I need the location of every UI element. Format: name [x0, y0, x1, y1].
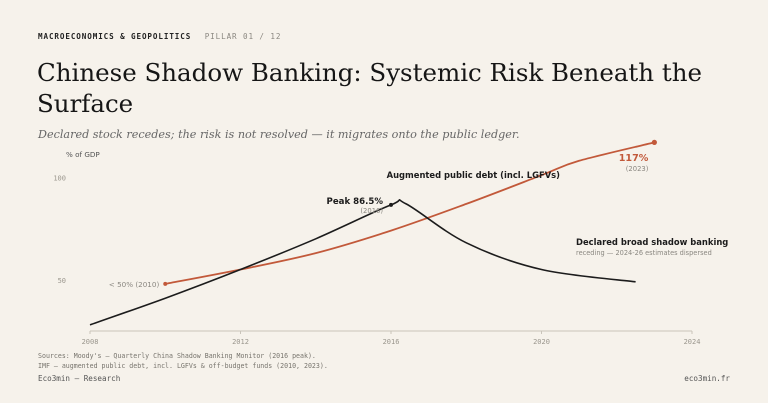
series-line-public-debt — [165, 141, 655, 285]
x-tick-label: 2016 — [383, 338, 400, 346]
y-axis-label: % of GDP — [66, 150, 100, 159]
chart-labels: Augmented public debt (incl. LGFVs)117%(… — [109, 153, 729, 289]
chart-series — [89, 139, 657, 326]
y-tick-label: 50 — [58, 277, 66, 285]
shadow-banking-series-note: receding — 2024-26 estimates dispersed — [576, 249, 712, 257]
x-tick-label: 2008 — [82, 338, 99, 346]
chart-axes: 2008 2012 2016 2020 2024 50 100 % of GDP — [53, 150, 700, 346]
public-debt-series-label: Augmented public debt (incl. LGFVs) — [387, 170, 561, 180]
section-label: MACROECONOMICS & GEOPOLITICS — [38, 32, 192, 41]
source-line-1: Sources: Moody's — Quarterly China Shado… — [38, 352, 316, 360]
x-tick-label: 2024 — [684, 338, 701, 346]
series-line-shadow-banking — [89, 199, 636, 326]
source-line-2: IMF — augmented public debt, incl. LGFVs… — [38, 362, 328, 370]
shadow-peak-year-label: (2016) — [360, 207, 383, 215]
public-debt-start-point — [163, 281, 168, 286]
public-debt-end-value-label: 117% — [619, 153, 649, 164]
page-subtitle: Declared stock recedes; the risk is not … — [38, 128, 520, 141]
page-title: Chinese Shadow Banking: Systemic Risk Be… — [37, 58, 702, 118]
y-tick-label: 100 — [53, 174, 66, 182]
x-tick-label: 2020 — [533, 338, 550, 346]
public-debt-start-label: < 50% (2010) — [109, 280, 160, 289]
shadow-banking-series-label: Declared broad shadow banking — [576, 237, 728, 247]
shadow-banking-peak-point — [389, 202, 393, 207]
public-debt-end-point — [651, 139, 657, 145]
x-tick-label: 2012 — [232, 338, 249, 346]
brand-right: eco3min.fr — [684, 374, 730, 383]
shadow-peak-value-label: Peak 86.5% — [327, 197, 384, 207]
brand-left: Eco3min — Research — [38, 374, 121, 383]
public-debt-end-year-label: (2023) — [626, 165, 649, 173]
pillar-label: PILLAR 01 / 12 — [204, 32, 282, 41]
eyebrow: MACROECONOMICS & GEOPOLITICS PILLAR 01 /… — [38, 32, 281, 41]
